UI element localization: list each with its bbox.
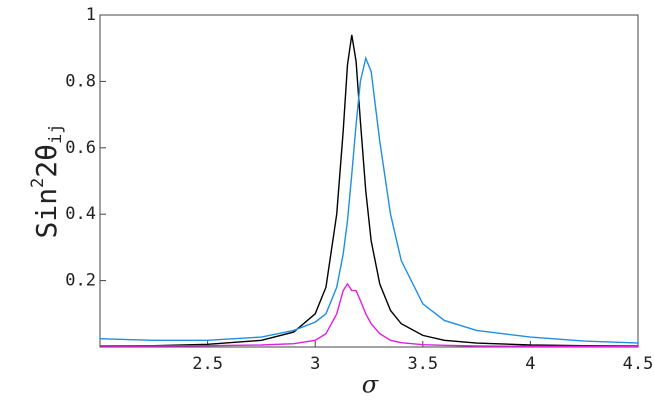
y-label-text: Sin [30, 188, 63, 239]
y-tick-label: 0.2 [65, 271, 96, 291]
y-tick-label: 0.4 [65, 204, 96, 224]
y-label-superscript: 2 [28, 178, 48, 188]
x-tick-label: 2.5 [192, 354, 223, 374]
series-line [99, 55, 639, 344]
series-line [100, 282, 638, 348]
y-tick-label: 0.8 [65, 71, 96, 91]
y-axis-label: Sin22θij [28, 123, 66, 238]
x-tick-label: 3.5 [407, 354, 438, 374]
x-axis-label: σ [362, 371, 379, 399]
y-tick-label: 0.6 [65, 138, 96, 158]
plot-frame [99, 14, 639, 348]
y-tick-label: 1 [86, 5, 96, 25]
x-tick-label: 4 [525, 354, 535, 374]
series-line [99, 34, 639, 347]
x-tick-label: 3 [310, 354, 320, 374]
y-label-subscript: ij [46, 123, 66, 143]
x-tick-label: 4.5 [623, 354, 654, 374]
y-label-body: 2θ [30, 144, 63, 178]
